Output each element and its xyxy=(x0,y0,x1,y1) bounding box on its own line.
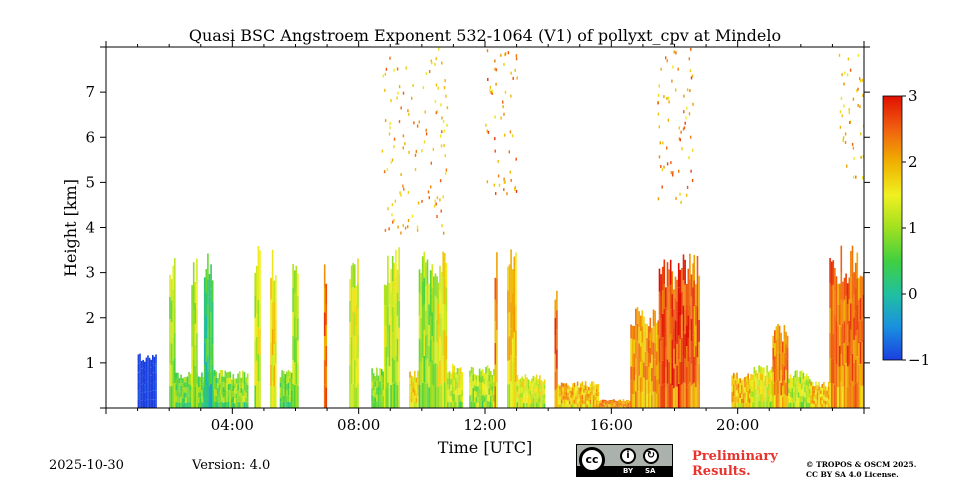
data-column-30 xyxy=(772,323,789,408)
copyright-notice: © TROPOS & OSCM 2025. CC BY SA 4.0 Licen… xyxy=(806,460,916,480)
copyright-line2: CC BY SA 4.0 License. xyxy=(806,470,899,479)
data-column-5 xyxy=(219,370,249,408)
x-axis-label: Time [UTC] xyxy=(438,438,532,457)
data-column-17 xyxy=(447,363,464,408)
data-column-19 xyxy=(494,252,498,408)
data-column-1 xyxy=(169,258,176,408)
y-axis-label: Height [km] xyxy=(61,179,80,277)
data-column-33 xyxy=(829,245,864,408)
data-column-26 xyxy=(658,253,694,408)
y-tick-label: 7 xyxy=(85,83,95,101)
preliminary-line1: Preliminary xyxy=(692,449,778,464)
y-tick-label: 5 xyxy=(85,173,95,191)
data-column-6 xyxy=(254,246,261,408)
scatter-band-3 xyxy=(838,53,864,180)
data-column-31 xyxy=(788,370,811,408)
colorbar xyxy=(882,95,903,361)
attribution-icon: i xyxy=(620,448,636,464)
badge-sa-label: SA xyxy=(645,467,656,475)
data-column-22 xyxy=(554,290,558,408)
data-column-2 xyxy=(175,369,221,408)
data-column-8 xyxy=(279,370,293,408)
data-column-27 xyxy=(693,255,700,408)
data-column-9 xyxy=(292,264,299,408)
y-tick-label: 2 xyxy=(85,309,95,327)
colorbar-tick-label: 2 xyxy=(908,153,918,171)
x-tick-label: 04:00 xyxy=(211,416,254,434)
data-column-13 xyxy=(383,247,400,408)
cc-icon: cc xyxy=(579,447,605,473)
plot-frame xyxy=(105,46,865,409)
colorbar-tick-label: 1 xyxy=(908,219,918,237)
chart-title: Quasi BSC Angstroem Exponent 532-1064 (V… xyxy=(189,26,781,45)
x-tick-label: 16:00 xyxy=(590,416,633,434)
cc-license-badge: cc i ↻ BY SA xyxy=(576,444,673,477)
colorbar-tick-label: 0 xyxy=(908,285,918,303)
data-column-16 xyxy=(437,251,448,408)
copyright-line1: © TROPOS & OSCM 2025. xyxy=(806,460,917,469)
data-column-3 xyxy=(191,258,198,408)
data-column-10 xyxy=(323,264,328,408)
data-column-4 xyxy=(203,253,214,408)
data-column-24 xyxy=(598,399,631,408)
share-alike-icon: ↻ xyxy=(643,448,659,464)
data-column-0 xyxy=(137,353,157,408)
data-column-29 xyxy=(750,365,773,408)
scatter-band-1 xyxy=(485,49,518,196)
data-column-12 xyxy=(371,367,385,408)
colorbar-tick-label: −1 xyxy=(908,351,930,369)
data-column-32 xyxy=(810,381,830,408)
x-tick-label: 08:00 xyxy=(337,416,380,434)
data-column-14 xyxy=(409,370,419,408)
scatter-band-0 xyxy=(381,47,449,235)
scatter-band-2 xyxy=(657,47,694,204)
preliminary-notice: Preliminary Results. xyxy=(692,449,778,479)
y-tick-label: 1 xyxy=(85,354,95,372)
x-tick-label: 12:00 xyxy=(463,416,506,434)
data-column-23 xyxy=(557,381,600,408)
data-column-25 xyxy=(630,307,660,408)
data-column-18 xyxy=(469,365,495,408)
data-column-21 xyxy=(516,374,546,408)
x-tick-label: 20:00 xyxy=(716,416,759,434)
badge-by-label: BY xyxy=(623,467,634,475)
data-column-15 xyxy=(418,251,438,408)
data-column-11 xyxy=(349,258,359,408)
data-column-7 xyxy=(270,249,277,408)
colorbar-tick-label: 3 xyxy=(908,87,918,105)
footer-date: 2025-10-30 xyxy=(49,458,124,473)
data-column-28 xyxy=(731,372,751,408)
preliminary-line2: Results. xyxy=(692,464,751,479)
y-tick-label: 6 xyxy=(85,128,95,146)
y-tick-label: 4 xyxy=(85,219,95,237)
footer-version: Version: 4.0 xyxy=(192,458,271,473)
y-tick-label: 3 xyxy=(85,264,95,282)
data-column-20 xyxy=(507,249,517,408)
